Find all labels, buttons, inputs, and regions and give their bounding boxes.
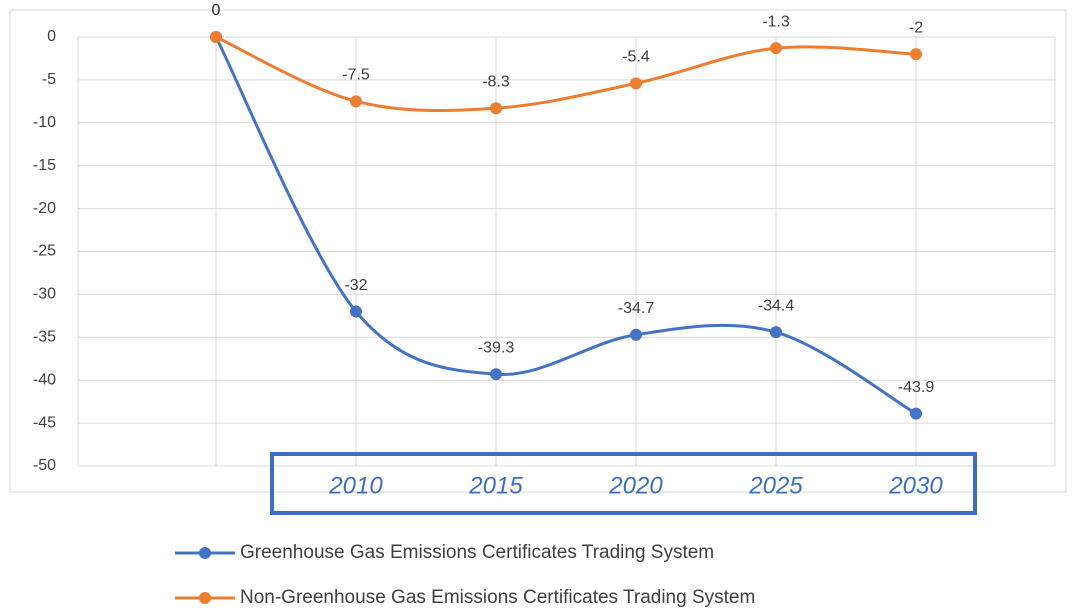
y-tick-label: -10 [33, 114, 56, 131]
data-label: -2 [909, 19, 923, 36]
point [910, 407, 922, 420]
point [490, 368, 502, 381]
data-label: -39.3 [478, 339, 515, 356]
highlight-box [270, 452, 977, 515]
point [770, 326, 782, 339]
data-label: -34.7 [618, 300, 655, 317]
y-tick-label: 0 [47, 28, 56, 45]
data-label: 0 [212, 2, 221, 19]
point [910, 48, 922, 61]
x-tick-label: 2020 [608, 472, 663, 499]
y-tick-label: -50 [33, 457, 56, 474]
y-tick-label: -25 [33, 243, 56, 260]
point [210, 31, 222, 43]
data-label: -7.5 [342, 67, 370, 84]
legend-label: Non-Greenhouse Gas Emissions Certificate… [240, 587, 755, 608]
point [490, 102, 502, 115]
chart-frame [9, 9, 1067, 493]
y-tick-label: -40 [33, 371, 56, 388]
legend-marker [199, 547, 211, 559]
y-tick-label: -45 [33, 414, 56, 431]
y-tick-label: -15 [33, 157, 56, 174]
series-line [214, 36, 917, 415]
data-label: -1.3 [762, 13, 790, 30]
legend-marker [199, 592, 211, 604]
x-tick-label: 2010 [328, 472, 383, 499]
data-label: -43.9 [898, 379, 935, 396]
data-label: -5.4 [622, 49, 650, 66]
point [630, 77, 642, 90]
data-label: -34.4 [758, 297, 795, 314]
x-tick-label: 2030 [888, 472, 943, 499]
point [350, 95, 362, 108]
data-label: 0 [212, 2, 221, 19]
grid [77, 36, 1056, 467]
legend-label: Greenhouse Gas Emissions Certificates Tr… [240, 542, 714, 563]
point [630, 328, 642, 341]
data-label: -8.3 [482, 73, 510, 90]
y-tick-label: -35 [33, 329, 56, 346]
point [350, 305, 362, 318]
series-line [215, 35, 917, 113]
data-label: -32 [344, 277, 367, 294]
x-tick-label: 2025 [748, 472, 803, 499]
point [770, 42, 782, 55]
y-tick-label: -5 [42, 71, 56, 88]
y-tick-label: -20 [33, 200, 56, 217]
x-tick-label: 2015 [468, 472, 523, 499]
y-tick-label: -30 [33, 286, 56, 303]
